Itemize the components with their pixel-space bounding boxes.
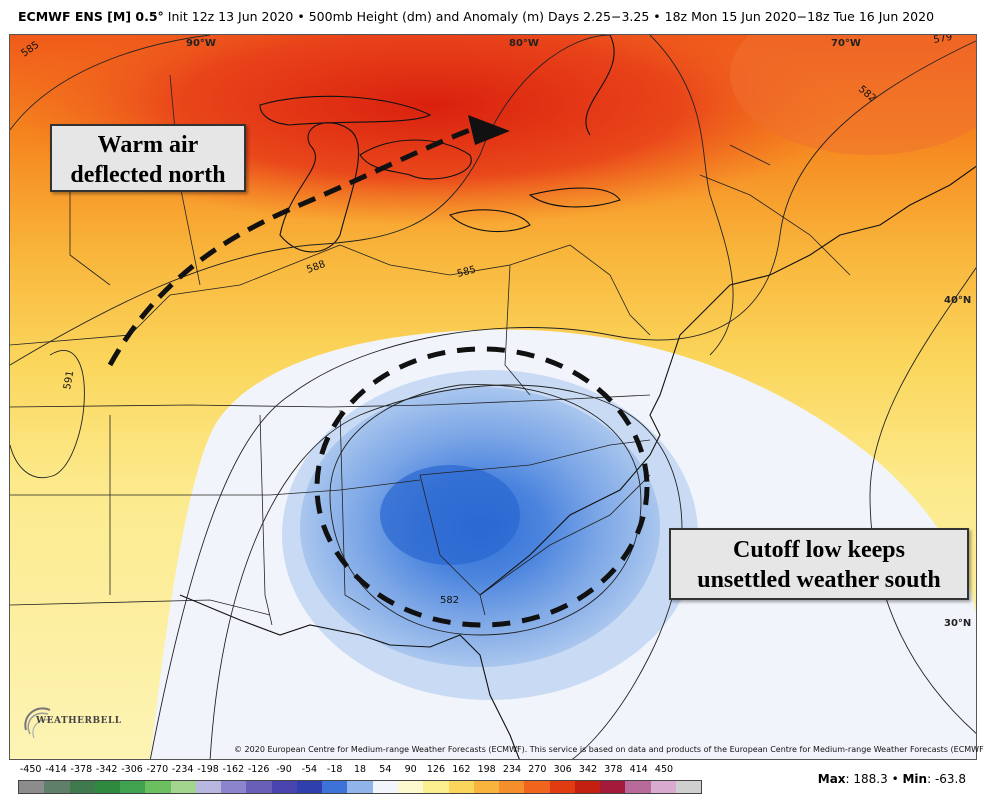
- colorbar-tick-label: 54: [379, 764, 392, 775]
- min-value: -63.8: [934, 772, 966, 786]
- valid-range: Days 2.25−3.25 • 18z Mon 15 Jun 2020−18z…: [548, 9, 935, 24]
- lon-90w-label: 90°W: [186, 38, 216, 49]
- colorbar-swatch: [69, 781, 95, 793]
- warm-air-callout: Warm air deflected north: [50, 124, 246, 192]
- colorbar-swatch: [625, 781, 651, 793]
- max-min-readout: Max: 188.3 • Min: -63.8: [817, 772, 966, 786]
- colorbar-tick-label: 198: [477, 764, 496, 775]
- colorbar-swatch: [675, 781, 702, 793]
- colorbar-swatch: [372, 781, 398, 793]
- colorbar-tick-label: -270: [146, 764, 169, 775]
- colorbar-swatch: [499, 781, 525, 793]
- colorbar-tick-label: -414: [45, 764, 67, 775]
- colorbar-swatches: [18, 780, 702, 794]
- lat-40n-label: 40°N: [944, 295, 972, 306]
- weatherbell-logo-text: WEATHERBELL: [36, 716, 122, 726]
- colorbar-swatch: [246, 781, 272, 793]
- cutoff-low-callout: Cutoff low keeps unsettled weather south: [669, 528, 969, 600]
- colorbar-tick-label: 90: [404, 764, 417, 775]
- colorbar-tick-label: -378: [70, 764, 93, 775]
- colorbar-tick-label: 306: [553, 764, 572, 775]
- colorbar-swatch: [195, 781, 222, 793]
- colorbar-swatch: [271, 781, 297, 793]
- state-borders: [10, 74, 851, 626]
- colorbar-tick-label: -18: [326, 764, 343, 775]
- colorbar-tick-label: -90: [276, 764, 292, 775]
- cutoff-low-circle: [314, 346, 650, 628]
- colorbar-labels: -450 -414 -378 -342 -306 -270 -234 -198 -162 -126…: [18, 764, 702, 778]
- positive-anomaly-east: [730, 35, 976, 155]
- model-name: ECMWF ENS [M] 0.5°: [18, 9, 164, 24]
- warm-air-callout-line-2: deflected north: [70, 162, 226, 188]
- colorbar-tick-label: 342: [578, 764, 598, 775]
- colorbar-tick-label: 234: [502, 764, 522, 775]
- colorbar-swatch: [549, 781, 575, 793]
- colorbar-swatch: [423, 781, 449, 793]
- cutoff-low-callout-line-2: unsettled weather south: [697, 567, 941, 593]
- colorbar-tick-label: 270: [528, 764, 547, 775]
- copyright-notice: © 2020 European Centre for Medium-range …: [234, 745, 984, 754]
- lon-70w-label: 70°W: [831, 38, 861, 49]
- contour-label-591: 591: [62, 370, 76, 391]
- colorbar-swatch: [448, 781, 474, 793]
- contour-label-582-low: 582: [440, 595, 459, 606]
- colorbar-tick-label: -234: [171, 764, 194, 775]
- colorbar-swatch: [524, 781, 550, 793]
- colorbar-swatch: [170, 781, 196, 793]
- contour-label-585-mid: 585: [456, 264, 477, 280]
- colorbar-swatch: [44, 781, 70, 793]
- height-contours: [10, 35, 976, 759]
- colorbar-swatch: [94, 781, 121, 793]
- colorbar-swatch: [145, 781, 171, 793]
- colorbar-tick-label: -198: [197, 764, 219, 775]
- negative-anomaly-center: [380, 465, 520, 565]
- colorbar-tick-label: -54: [301, 764, 318, 775]
- title-separator-1: •: [297, 9, 305, 24]
- min-label: Min: [902, 772, 928, 786]
- colorbar-tick-label: -126: [247, 764, 270, 775]
- colorbar-tick-label: 378: [604, 764, 623, 775]
- colorbar-swatch: [347, 781, 373, 793]
- colorbar-swatch: [397, 781, 424, 793]
- lat-30n-label: 30°N: [944, 618, 972, 629]
- max-label: Max: [817, 772, 846, 786]
- colorbar-swatch: [19, 781, 45, 793]
- warm-air-arrowhead: [468, 115, 510, 145]
- colorbar-swatch: [296, 781, 323, 793]
- init-time: Init 12z 13 Jun 2020: [167, 9, 294, 24]
- colorbar-tick-label: -450: [19, 764, 42, 775]
- colorbar-swatch: [650, 781, 676, 793]
- colorbar-tick-label: 414: [629, 764, 648, 775]
- colorbar-tick-label: -342: [95, 764, 118, 775]
- anomaly-colorbar: -450 -414 -378 -342 -306 -270 -234 -198 -162 -126…: [18, 764, 702, 804]
- max-value: 188.3: [853, 772, 888, 786]
- colorbar-swatch: [473, 781, 500, 793]
- colorbar-tick-label: -306: [121, 764, 143, 775]
- colorbar-tick-label: 450: [654, 764, 674, 775]
- colorbar-swatch: [574, 781, 601, 793]
- coastlines: [179, 35, 976, 759]
- colorbar-tick-label: 18: [353, 764, 367, 775]
- cutoff-low-callout-line-1: Cutoff low keeps: [733, 537, 905, 563]
- colorbar-tick-label: -162: [222, 764, 245, 775]
- contour-label-579: 579: [933, 35, 954, 46]
- colorbar-tick-label: 126: [426, 764, 446, 775]
- colorbar-swatch: [221, 781, 247, 793]
- colorbar-swatch: [600, 781, 626, 793]
- warm-air-callout-line-1: Warm air: [97, 132, 199, 158]
- weatherbell-logo-icon: [24, 707, 51, 739]
- colorbar-swatch: [120, 781, 146, 793]
- colorbar-tick-label: 162: [452, 764, 471, 775]
- colorbar-swatch: [322, 781, 348, 793]
- lon-80w-label: 80°W: [509, 38, 539, 49]
- map-title: ECMWF ENS [M] 0.5° Init 12z 13 Jun 2020 …: [0, 0, 984, 34]
- field-name: 500mb Height (dm) and Anomaly (m): [308, 9, 545, 24]
